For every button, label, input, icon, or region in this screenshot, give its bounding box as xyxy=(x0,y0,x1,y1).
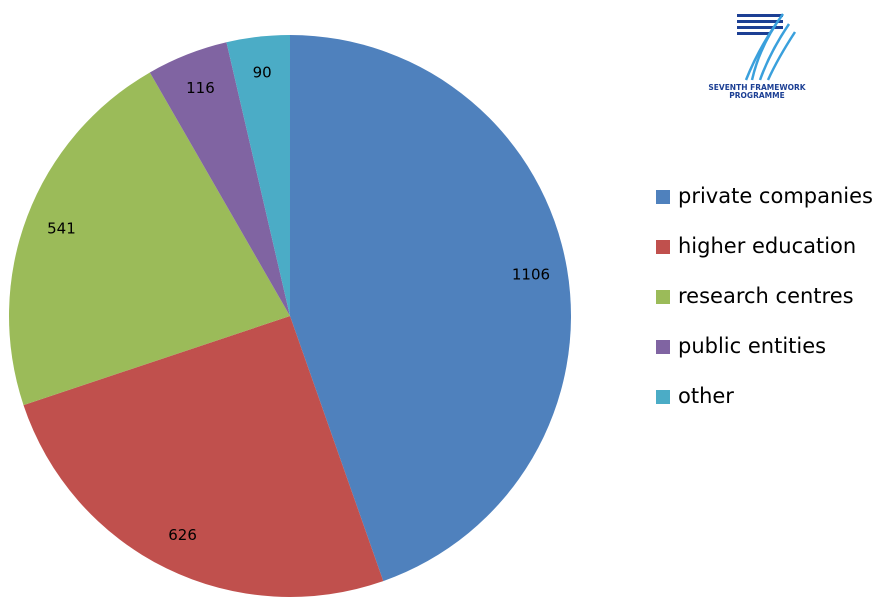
logo-text: SEVENTH FRAMEWORK xyxy=(708,83,806,92)
logo-text: PROGRAMME xyxy=(729,91,784,100)
data-label: 541 xyxy=(47,220,76,238)
data-label: 1106 xyxy=(512,265,550,283)
legend-swatch xyxy=(656,340,670,354)
legend-label: research centres xyxy=(678,284,854,308)
legend-label: public entities xyxy=(678,334,826,358)
data-label: 90 xyxy=(253,64,272,82)
pie-slice xyxy=(290,35,571,582)
legend-label: other xyxy=(678,384,734,408)
pie-slice xyxy=(149,42,290,316)
data-label: 116 xyxy=(186,79,215,97)
legend-label: private companies xyxy=(678,184,873,208)
legend-label: higher education xyxy=(678,234,856,258)
legend-swatch xyxy=(656,390,670,404)
legend-swatch xyxy=(656,190,670,204)
legend-swatch xyxy=(656,240,670,254)
pie-slice xyxy=(226,35,290,316)
pie-slice xyxy=(9,72,290,406)
logo: SEVENTH FRAMEWORK PROGRAMME xyxy=(708,13,807,100)
legend-swatch xyxy=(656,290,670,304)
data-label: 626 xyxy=(168,526,197,544)
pie-slice xyxy=(23,316,384,597)
